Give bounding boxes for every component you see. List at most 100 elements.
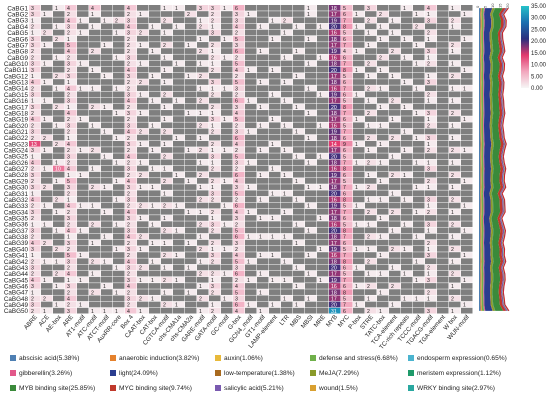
- heatmap-cell: [377, 307, 389, 314]
- cell-value-label: 4: [427, 6, 430, 12]
- heatmap-cell: [377, 178, 389, 184]
- cell-value-label: 1: [295, 241, 298, 247]
- cell-value-label: 1: [307, 272, 310, 278]
- heatmap-cell: [377, 159, 389, 166]
- heatmap-cell: [233, 246, 245, 252]
- cell-value-label: 1: [367, 148, 370, 154]
- cell-value-label: 1: [79, 18, 82, 24]
- heatmap-cell: [437, 276, 449, 283]
- heatmap-cell: [65, 276, 77, 283]
- cell-value-label: 1: [175, 6, 178, 12]
- cell-value-label: 1: [151, 278, 154, 284]
- cell-value-label: 1: [295, 266, 298, 272]
- heatmap-cell: [293, 270, 305, 277]
- cell-value-label: 2: [163, 43, 166, 49]
- cell-value-label: 1: [211, 123, 214, 129]
- cell-value-label: 19: [331, 93, 337, 99]
- heatmap-cell: [341, 153, 353, 159]
- heatmap-cell: [113, 215, 125, 221]
- heatmap-cell: [221, 103, 233, 110]
- heatmap-cell: [209, 307, 221, 314]
- heatmap-cell: [353, 196, 365, 203]
- heatmap-cell: [125, 29, 137, 36]
- heatmap-cell: [125, 23, 137, 30]
- heatmap-cell: [353, 85, 365, 92]
- heatmap-cell: [233, 60, 245, 67]
- cell-value-label: 3: [427, 18, 430, 24]
- heatmap-cell: [437, 23, 449, 30]
- heatmap-cell: [281, 134, 293, 141]
- heatmap-cell: [293, 103, 305, 110]
- heatmap-cell: [317, 270, 329, 277]
- stack-layer: [479, 8, 481, 311]
- cell-value-label: 4: [127, 284, 130, 290]
- cell-value-label: 2: [43, 136, 46, 142]
- heatmap-cell: [77, 202, 89, 209]
- cell-value-label: 1: [355, 303, 358, 309]
- heatmap-cell: [281, 258, 293, 265]
- cell-value-label: 1: [427, 296, 430, 302]
- cell-value-label: 2: [31, 123, 34, 129]
- heatmap-cell: [365, 283, 377, 289]
- heatmap-cell: [353, 246, 365, 252]
- heatmap-cell: [425, 233, 437, 240]
- cell-value-label: 1: [91, 167, 94, 173]
- heatmap-cell: [461, 239, 473, 246]
- heatmap-cell: [389, 116, 401, 122]
- heatmap-cell: [449, 307, 461, 314]
- heatmap-cell: [149, 110, 161, 116]
- heatmap-cell: [341, 17, 353, 24]
- cell-value-label: 2: [55, 105, 58, 111]
- heatmap-cell: [449, 301, 461, 308]
- cell-value-label: 1: [247, 12, 250, 18]
- heatmap-cell: [161, 153, 173, 159]
- heatmap-cell: [257, 134, 269, 141]
- cell-value-label: 1: [211, 111, 214, 117]
- heatmap-cell: [149, 301, 161, 308]
- row-label: CaBG17: [4, 104, 29, 111]
- heatmap-cell: [65, 301, 77, 308]
- heatmap-cell: [233, 264, 245, 271]
- cell-value-label: 2: [67, 148, 70, 154]
- heatmap-cell: [221, 128, 233, 135]
- heatmap-cell: [449, 35, 461, 42]
- heatmap-cell: [401, 116, 413, 122]
- heatmap-cell: [425, 258, 437, 265]
- heatmap-cell: [245, 91, 257, 98]
- cell-value-label: 5: [235, 62, 238, 68]
- cell-value-label: 1: [151, 241, 154, 247]
- heatmap-cell: [437, 91, 449, 98]
- stack-layer: [481, 8, 485, 311]
- heatmap-cell: [185, 147, 197, 153]
- heatmap-cell: [41, 72, 53, 79]
- heatmap-cell: [305, 122, 317, 129]
- cell-value-label: 2: [127, 117, 130, 123]
- heatmap-cell: [161, 128, 173, 135]
- heatmap-cell: [257, 227, 269, 234]
- heatmap-cell: [413, 116, 425, 122]
- heatmap-cell: [137, 215, 149, 221]
- cell-value-label: 1: [415, 136, 418, 142]
- cell-value-label: 2: [199, 296, 202, 302]
- cell-value-label: 1: [91, 12, 94, 18]
- cell-value-label: 2: [115, 18, 118, 24]
- heatmap-cell: [185, 11, 197, 17]
- heatmap-cell: [53, 276, 65, 283]
- heatmap-cell: [41, 184, 53, 190]
- heatmap-cell: [257, 283, 269, 289]
- heatmap-cell: [197, 42, 209, 48]
- heatmap-cell: [161, 5, 173, 11]
- heatmap-cell: [125, 122, 137, 129]
- cell-value-label: 2: [127, 191, 130, 197]
- cell-value-label: 1: [355, 68, 358, 74]
- cell-value-label: 2: [67, 160, 70, 166]
- heatmap-cell: [437, 184, 449, 190]
- heatmap-cell: [173, 215, 185, 221]
- heatmap-cell: [293, 48, 305, 54]
- heatmap-cell: [233, 11, 245, 17]
- heatmap-cell: [293, 289, 305, 295]
- cell-value-label: 1: [79, 204, 82, 210]
- heatmap-cell: [353, 17, 365, 24]
- heatmap-cell: [65, 270, 77, 277]
- heatmap-cell: [233, 301, 245, 308]
